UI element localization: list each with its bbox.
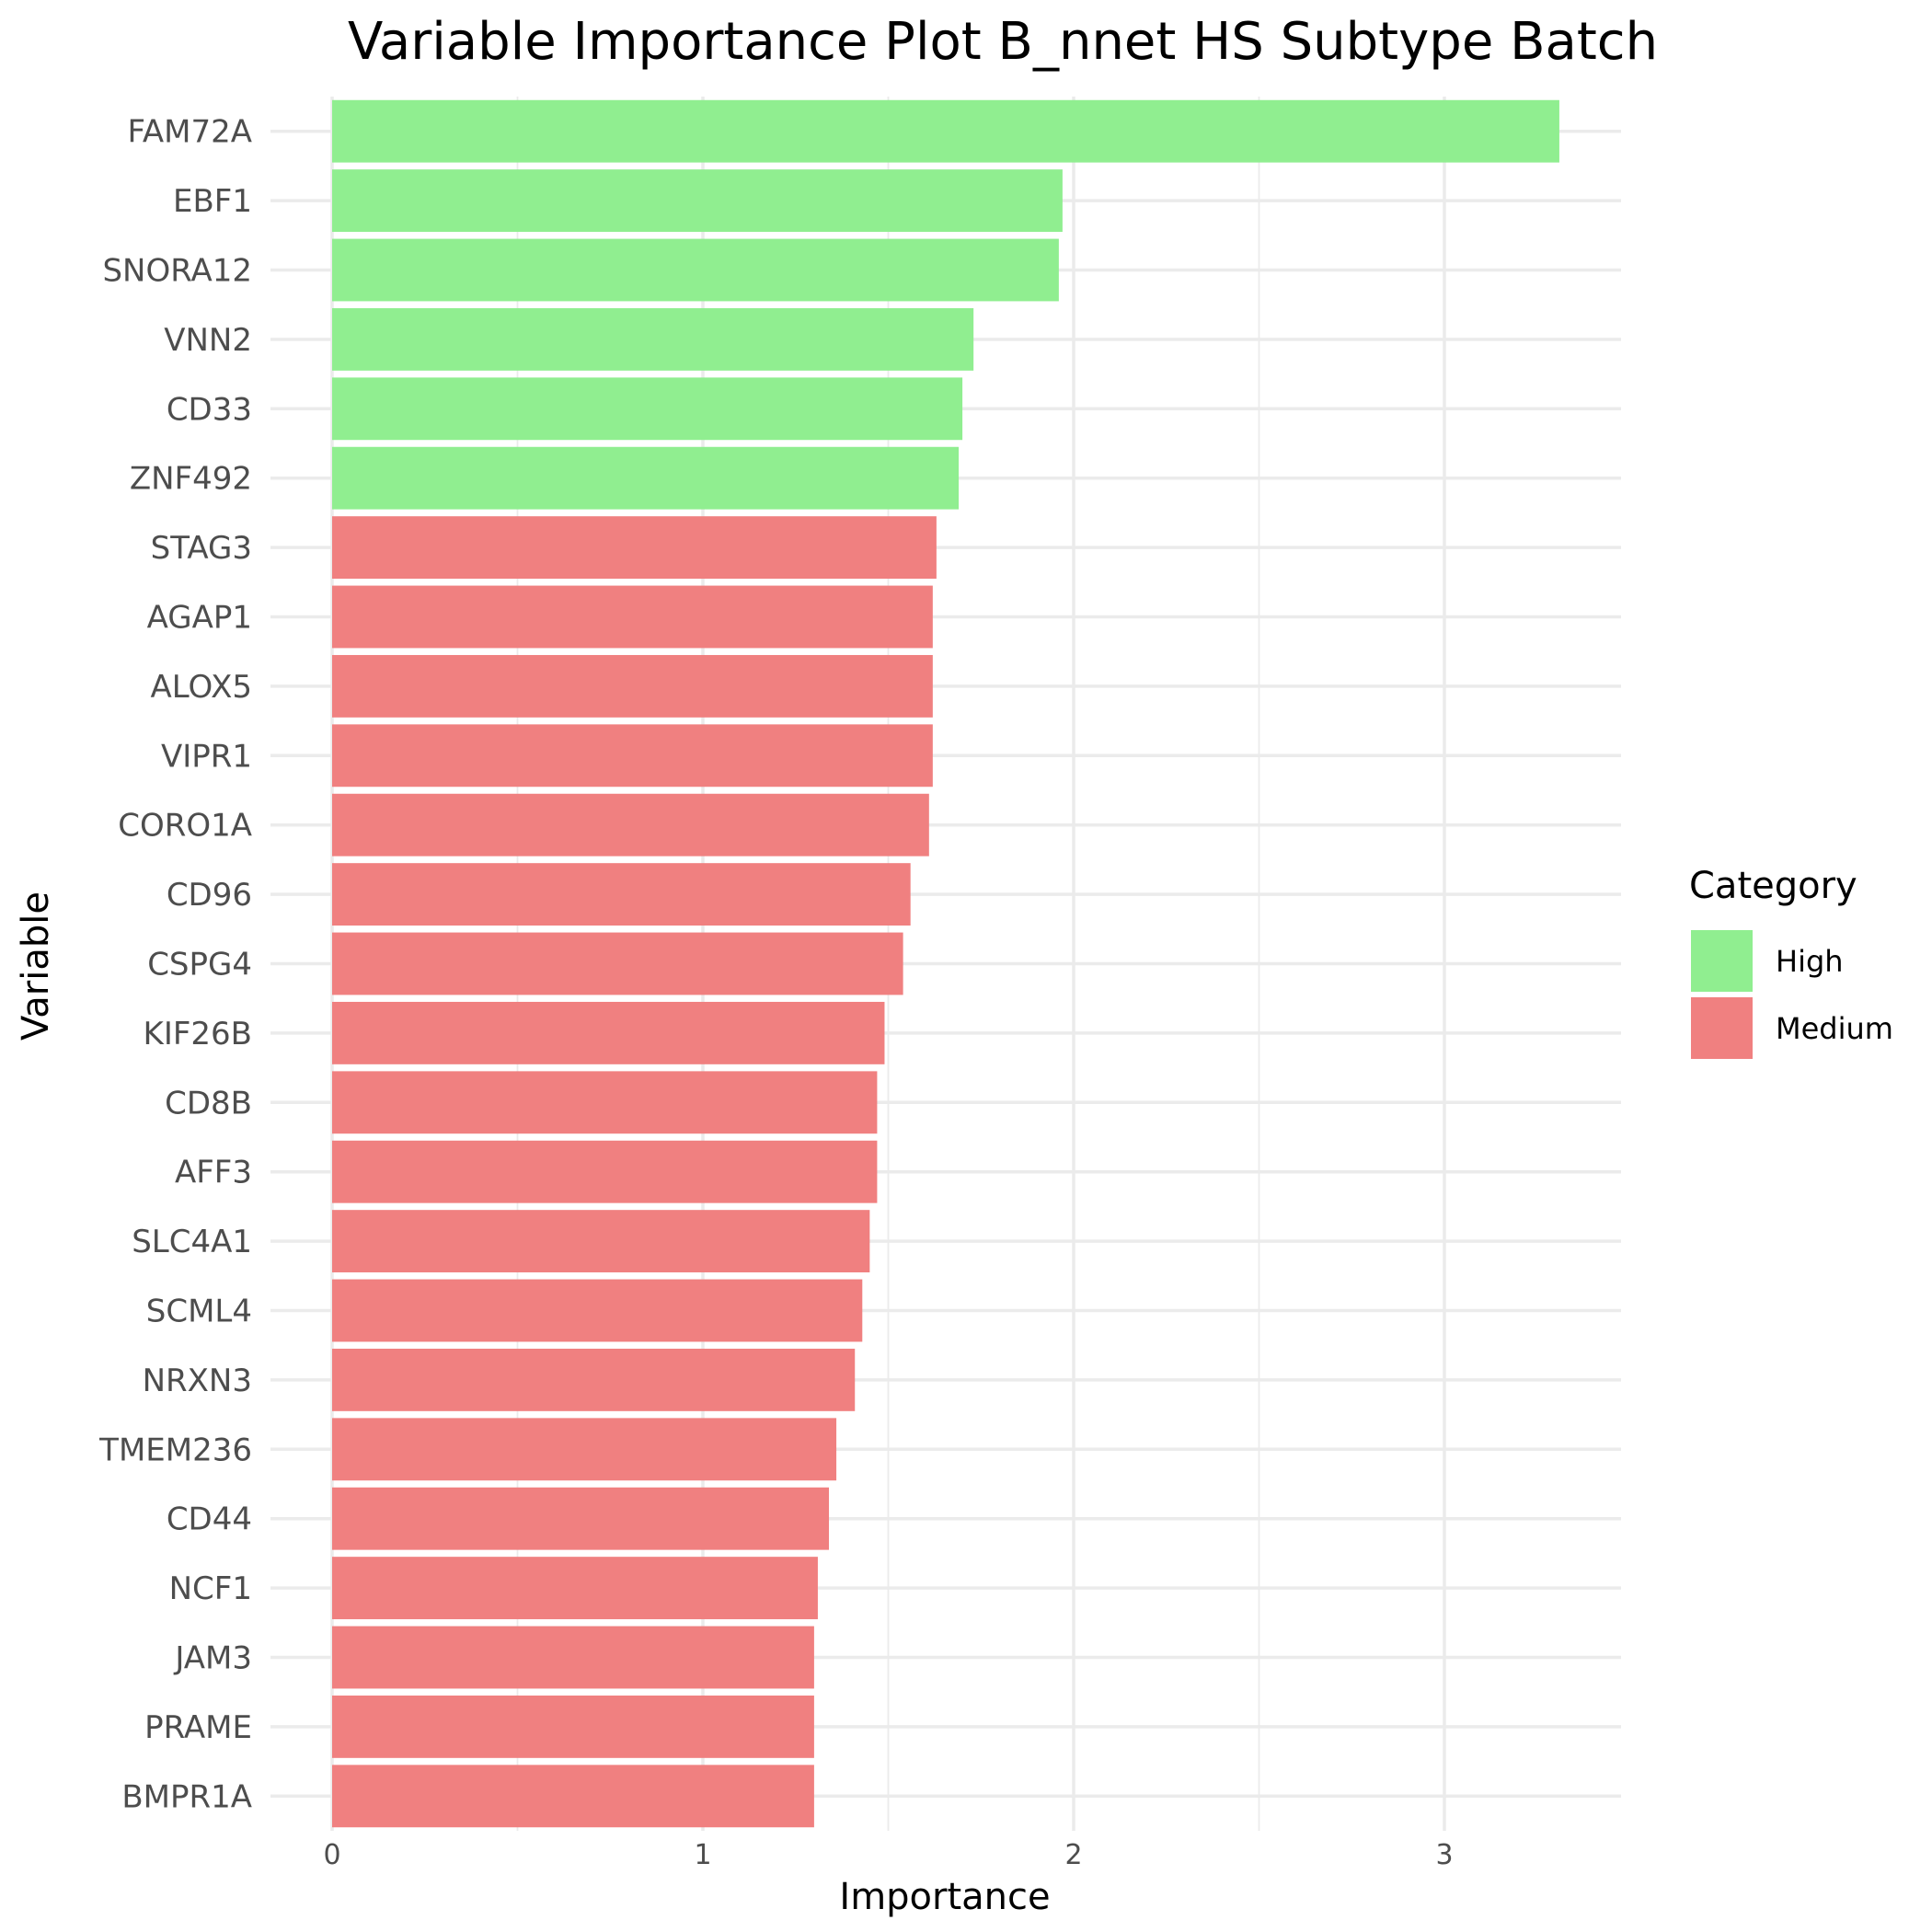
y-tick-label: SCML4 <box>146 1294 252 1330</box>
legend: Category High Medium <box>1689 865 1893 1059</box>
y-tick-label: BMPR1A <box>121 1778 252 1815</box>
y-tick-label: SLC4A1 <box>132 1224 252 1260</box>
y-tick-label: FAM72A <box>127 114 252 151</box>
y-tick-label: PRAME <box>144 1709 252 1746</box>
chart-title: Variable Importance Plot B_nnet HS Subty… <box>348 12 1658 72</box>
y-tick-label: CD8B <box>165 1085 252 1121</box>
bar-slc4a1 <box>332 1210 870 1273</box>
x-tick-label: 1 <box>694 1839 711 1871</box>
bar-bmpr1a <box>332 1765 814 1828</box>
x-axis-title: Importance <box>839 1876 1050 1918</box>
bar-znf492 <box>332 446 960 510</box>
y-tick-label: STAG3 <box>151 530 252 567</box>
y-tick-label: CD44 <box>167 1501 252 1538</box>
y-tick-label: ZNF492 <box>130 461 252 498</box>
y-tick-label: AGAP1 <box>147 600 252 637</box>
y-tick-label: NCF1 <box>169 1570 252 1607</box>
y-tick-label: CSPG4 <box>147 947 252 983</box>
bar-snora12 <box>332 238 1059 302</box>
legend-label-medium: Medium <box>1776 1011 1893 1046</box>
y-axis-title: Variable <box>15 891 57 1041</box>
bar-vipr1 <box>332 724 933 788</box>
legend-title: Category <box>1689 865 1857 907</box>
y-tick-label: CD96 <box>167 877 252 914</box>
y-tick-label: CD33 <box>167 391 252 428</box>
x-tick-labels: 0 1 2 3 <box>323 1839 1453 1871</box>
y-tick-label: SNORA12 <box>102 253 252 290</box>
bar-aff3 <box>332 1140 878 1203</box>
bar-scml4 <box>332 1279 863 1342</box>
bar-ncf1 <box>332 1557 818 1620</box>
y-tick-label: JAM3 <box>173 1640 252 1677</box>
bar-fam72a <box>332 99 1559 163</box>
bar-kif26b <box>332 1001 885 1064</box>
bar-cd8b <box>332 1071 878 1134</box>
legend-label-high: High <box>1776 944 1844 979</box>
bar-tmem236 <box>332 1418 837 1481</box>
x-tick-label: 2 <box>1064 1839 1082 1871</box>
y-tick-label: NRXN3 <box>143 1363 252 1399</box>
bar-vnn2 <box>332 307 974 371</box>
bar-agap1 <box>332 585 933 649</box>
bar-ebf1 <box>332 169 1063 233</box>
bar-jam3 <box>332 1626 814 1689</box>
bar-coro1a <box>332 793 929 857</box>
bar-cd44 <box>332 1487 830 1550</box>
bars <box>332 99 1559 1828</box>
y-tick-label: AFF3 <box>175 1155 252 1191</box>
legend-key-high <box>1691 930 1753 992</box>
y-tick-labels: FAM72A EBF1 SNORA12 VNN2 CD33 ZNF492 STAG3 AGAP… <box>98 114 252 1816</box>
legend-key-medium <box>1691 997 1753 1059</box>
bar-cspg4 <box>332 932 903 995</box>
y-tick-label: VIPR1 <box>161 738 252 775</box>
y-tick-label: KIF26B <box>144 1016 252 1052</box>
y-tick-label: CORO1A <box>118 808 252 845</box>
y-tick-label: VNN2 <box>164 322 252 359</box>
y-tick-label: ALOX5 <box>151 669 253 706</box>
bar-stag3 <box>332 516 937 580</box>
bar-cd33 <box>332 377 963 441</box>
x-tick-label: 0 <box>323 1839 340 1871</box>
y-tick-label: EBF1 <box>173 183 252 220</box>
bar-nrxn3 <box>332 1348 856 1411</box>
x-tick-label: 3 <box>1435 1839 1453 1871</box>
y-tick-label: TMEM236 <box>98 1432 252 1468</box>
bar-prame <box>332 1695 814 1758</box>
bar-cd96 <box>332 863 911 926</box>
bar-alox5 <box>332 654 933 718</box>
